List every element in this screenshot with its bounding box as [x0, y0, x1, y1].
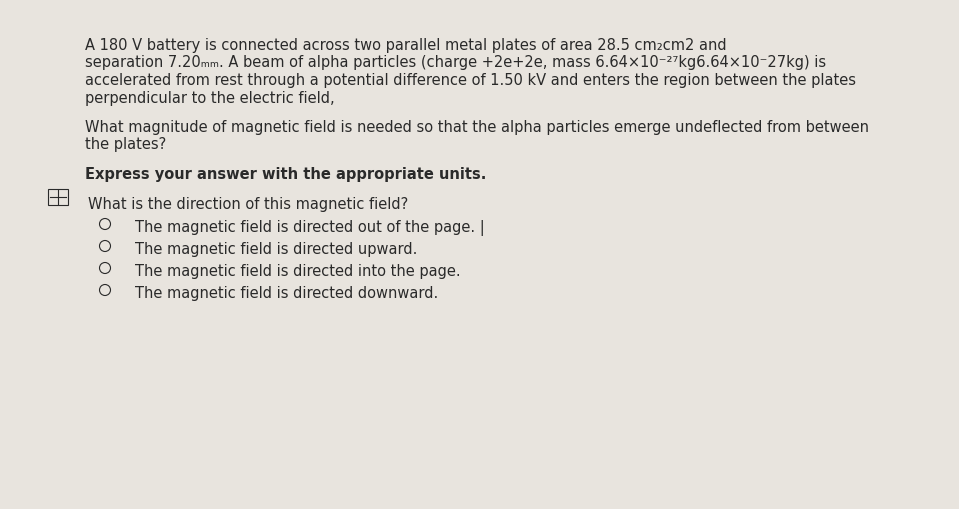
- Text: perpendicular to the electric field,: perpendicular to the electric field,: [85, 91, 335, 105]
- Text: Express your answer with the appropriate units.: Express your answer with the appropriate…: [85, 167, 486, 182]
- Text: A 180 V battery is connected across two parallel metal plates of area 28.5 cm₂cm: A 180 V battery is connected across two …: [85, 38, 727, 53]
- Text: The magnetic field is directed upward.: The magnetic field is directed upward.: [135, 242, 417, 257]
- Text: What magnitude of magnetic field is needed so that the alpha particles emerge un: What magnitude of magnetic field is need…: [85, 120, 869, 135]
- Text: The magnetic field is directed downward.: The magnetic field is directed downward.: [135, 286, 438, 301]
- Text: The magnetic field is directed into the page.: The magnetic field is directed into the …: [135, 264, 460, 279]
- Text: What is the direction of this magnetic field?: What is the direction of this magnetic f…: [88, 196, 409, 212]
- Text: the plates?: the plates?: [85, 137, 166, 153]
- Text: accelerated from rest through a potential difference of 1.50 kV and enters the r: accelerated from rest through a potentia…: [85, 73, 856, 88]
- Text: separation 7.20ₘₘ. A beam of alpha particles (charge +2e+2e, mass 6.64×10⁻²⁷kg6.: separation 7.20ₘₘ. A beam of alpha parti…: [85, 55, 826, 71]
- Text: The magnetic field is directed out of the page. |: The magnetic field is directed out of th…: [135, 220, 484, 236]
